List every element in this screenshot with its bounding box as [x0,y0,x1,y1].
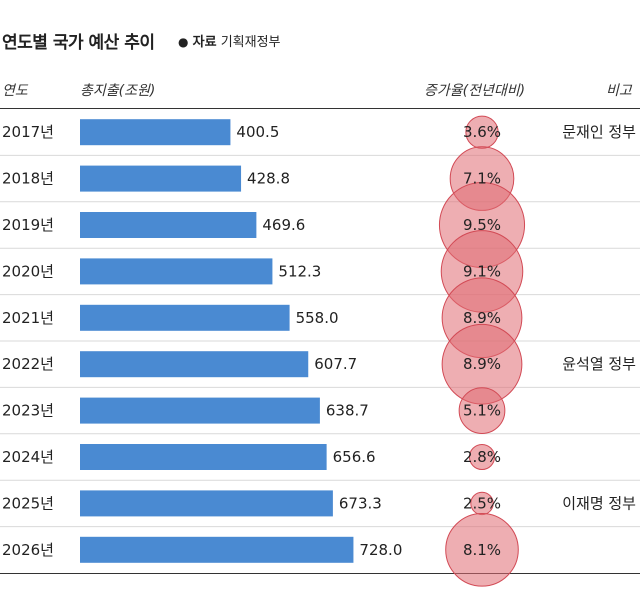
spend-value-label: 673.3 [339,494,382,512]
growth-value-label: 2.8% [463,448,501,466]
source-value: 기획재정부 [220,35,281,50]
chart-title: 연도별 국가 예산 추이 [2,33,155,53]
growth-bubble [445,513,519,587]
growth-value-label: 2.5% [463,494,501,512]
spend-value-label: 607.7 [314,355,357,373]
source-label: 자료 [192,35,217,50]
government-note: 문재인 정부 [562,123,636,141]
year-label: 2026년 [2,541,54,559]
spend-bar [80,165,242,192]
growth-value-label: 9.1% [463,262,501,280]
year-label: 2020년 [2,262,54,280]
spend-value-label: 400.5 [236,123,279,141]
growth-value-label: 8.9% [463,355,501,373]
source-credit: ● 자료 기획재정부 [178,31,281,50]
spend-bar [80,351,309,378]
year-label: 2018년 [2,170,54,188]
year-label: 2022년 [2,355,54,373]
year-label: 2021년 [2,309,54,327]
growth-bubble [458,387,506,434]
column-header-spend: 총지출(조원) [80,83,156,99]
spend-bars [0,119,640,563]
spend-value-label: 638.7 [326,402,369,420]
column-header-growth: 증가율(전년대비) [424,83,526,99]
growth-bubbles [438,115,526,587]
spend-value-label: 558.0 [296,309,339,327]
year-label: 2025년 [2,494,54,512]
spend-value-label: 469.6 [262,216,305,234]
growth-value-label: 5.1% [463,402,501,420]
spend-bar [80,258,273,285]
spend-value-label: 428.8 [247,170,290,188]
spend-bar [80,304,290,331]
spend-bar [80,212,257,238]
government-note: 윤석열 정부 [562,355,636,373]
column-header-year: 연도 [2,83,28,99]
growth-bubble [468,443,496,471]
spend-value-label: 512.3 [278,262,321,280]
year-label: 2019년 [2,216,54,234]
growth-value-label: 9.5% [463,216,501,234]
growth-value-label: 8.1% [463,541,501,559]
growth-value-label: 8.9% [463,309,501,327]
spend-bar [80,444,327,470]
table-top-rule [0,108,640,109]
row-labels: 2017년 400.5 3.6% 문재인 정부 2018년 428.8 7.1% 2019년 4… [2,123,636,559]
growth-value-label: 3.6% [463,123,501,141]
spend-bar [80,397,320,424]
table-bottom-rule [0,573,640,574]
spend-bar [80,490,333,517]
column-header-note: 비고 [606,83,632,99]
source-bullet: ● [178,35,189,49]
spend-bar [80,119,231,146]
year-label: 2023년 [2,402,54,420]
year-label: 2024년 [2,448,54,466]
growth-value-label: 7.1% [463,170,501,188]
government-note: 이재명 정부 [562,494,636,512]
spend-value-label: 728.0 [359,541,402,559]
year-label: 2017년 [2,123,54,141]
spend-bar [80,536,354,563]
spend-value-label: 656.6 [333,448,376,466]
